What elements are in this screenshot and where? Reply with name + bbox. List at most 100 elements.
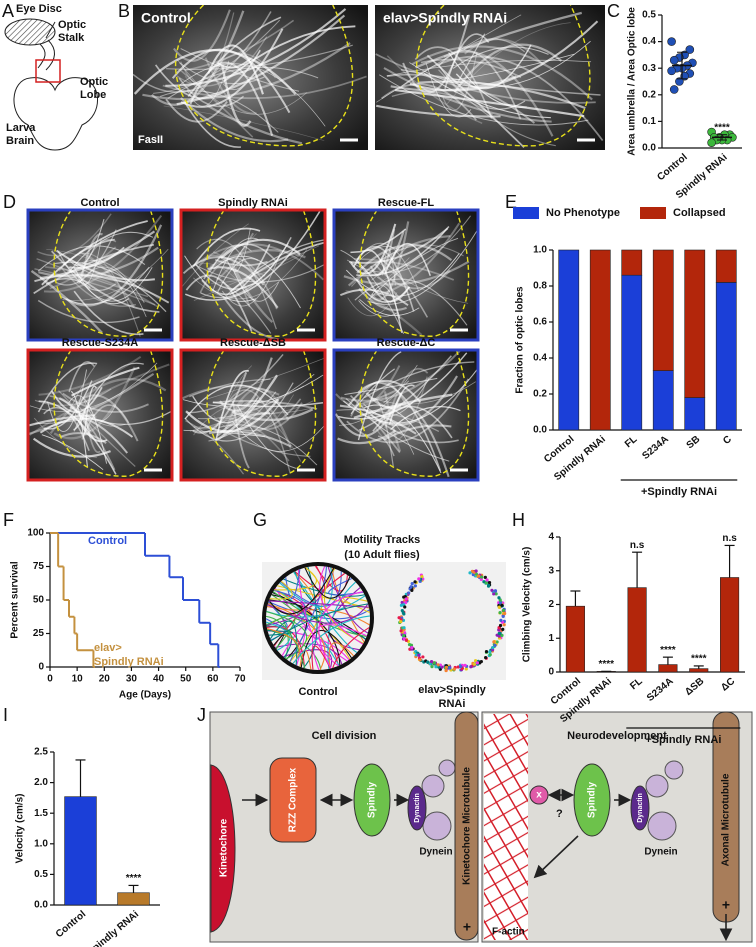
fiber <box>69 406 172 425</box>
fiber <box>368 237 459 300</box>
annotation: n.s <box>722 533 737 544</box>
image-title: elav>Spindly RNAi <box>383 10 507 26</box>
arrow <box>533 835 579 879</box>
fiber <box>41 434 104 471</box>
panel-letter: F <box>3 510 14 530</box>
track-dot <box>444 668 448 673</box>
track-dot <box>397 616 401 620</box>
track-dot <box>410 588 414 592</box>
fiber <box>176 58 307 115</box>
y-tick-label: 2.5 <box>34 747 48 758</box>
dot <box>667 66 676 76</box>
bar <box>689 668 709 673</box>
fiber <box>28 372 155 435</box>
dot <box>669 55 679 65</box>
track-dot <box>494 592 498 596</box>
track-dot <box>484 581 488 585</box>
fiber <box>340 249 405 335</box>
track-dot <box>468 571 472 575</box>
fiber <box>216 257 259 294</box>
panel-letter: I <box>3 705 8 725</box>
y-tick-label: 0.0 <box>34 900 48 911</box>
track-dot <box>432 661 437 665</box>
track-dot <box>403 601 408 605</box>
fiber <box>376 275 403 302</box>
track-dot <box>501 614 505 618</box>
fiber <box>180 97 289 143</box>
fiber <box>37 299 140 324</box>
fiber <box>43 406 90 451</box>
y-axis-label: Area umbrella / Area Optic lobe <box>627 7 638 156</box>
fiber <box>180 12 235 85</box>
fiber <box>193 400 245 430</box>
track-dot <box>488 650 492 654</box>
f-actin <box>484 714 528 940</box>
track-dot <box>421 655 425 659</box>
fiber <box>68 395 108 464</box>
y-tick-label: 4 <box>548 532 554 543</box>
lobe-outline <box>206 210 317 337</box>
y-tick-label: 2.0 <box>34 777 48 788</box>
fiber <box>455 44 532 90</box>
label: F-actin <box>492 927 525 938</box>
track-dot <box>492 640 496 644</box>
dynein-head <box>422 811 452 841</box>
fiber <box>68 361 96 393</box>
track-dot <box>399 629 403 633</box>
label: Optic <box>58 19 86 31</box>
y-tick-label: 0.5 <box>642 10 656 21</box>
fiber <box>76 238 117 284</box>
label: Dynein <box>419 847 452 858</box>
fiber <box>176 14 346 106</box>
bar-segment <box>621 249 643 276</box>
fiber <box>220 238 301 260</box>
label: Kinetochore Microtubule <box>462 767 473 885</box>
y-tick-label: 50 <box>33 595 45 606</box>
y-tick-label: 3 <box>548 565 554 576</box>
kinetochore <box>210 764 236 933</box>
fiber <box>201 243 271 296</box>
fiber <box>349 223 397 275</box>
fiber <box>443 50 554 137</box>
fiber <box>206 104 303 145</box>
track-dot <box>452 667 456 671</box>
fiber <box>30 269 103 334</box>
track-dot <box>464 667 468 671</box>
bar <box>117 892 150 906</box>
image-title: Rescue-ΔSB <box>220 337 286 349</box>
image-background <box>375 5 605 150</box>
fiber <box>67 260 145 303</box>
track <box>304 567 351 599</box>
fiber <box>49 246 117 290</box>
track <box>268 601 370 620</box>
fiber <box>56 249 155 282</box>
x-tick-label: Control <box>655 152 689 183</box>
fiber <box>209 248 306 269</box>
fiber <box>377 435 395 457</box>
leader <box>45 21 56 39</box>
title: (10 Adult flies) <box>344 549 420 561</box>
x-tick-label: 40 <box>153 674 165 685</box>
track-dot <box>477 574 481 578</box>
track <box>266 615 296 650</box>
y-tick-label: 0 <box>548 667 554 678</box>
fiber <box>400 55 604 142</box>
fiber <box>165 98 228 123</box>
label: RZZ Complex <box>288 767 299 832</box>
panel-letter: A <box>2 1 14 21</box>
track-dot <box>413 584 417 588</box>
bar-segment <box>715 282 737 431</box>
fiber <box>165 8 347 87</box>
label: Dynein <box>644 847 677 858</box>
bar <box>720 577 740 673</box>
track-dot <box>429 659 434 664</box>
track <box>281 626 306 666</box>
fiber <box>232 265 274 323</box>
bar-segment <box>558 249 580 431</box>
bar <box>565 605 585 673</box>
panel-letter: E <box>505 192 517 212</box>
fiber <box>363 378 430 417</box>
lobe-outline <box>174 5 354 147</box>
track-dot <box>404 638 409 643</box>
label: Stalk <box>58 32 85 44</box>
